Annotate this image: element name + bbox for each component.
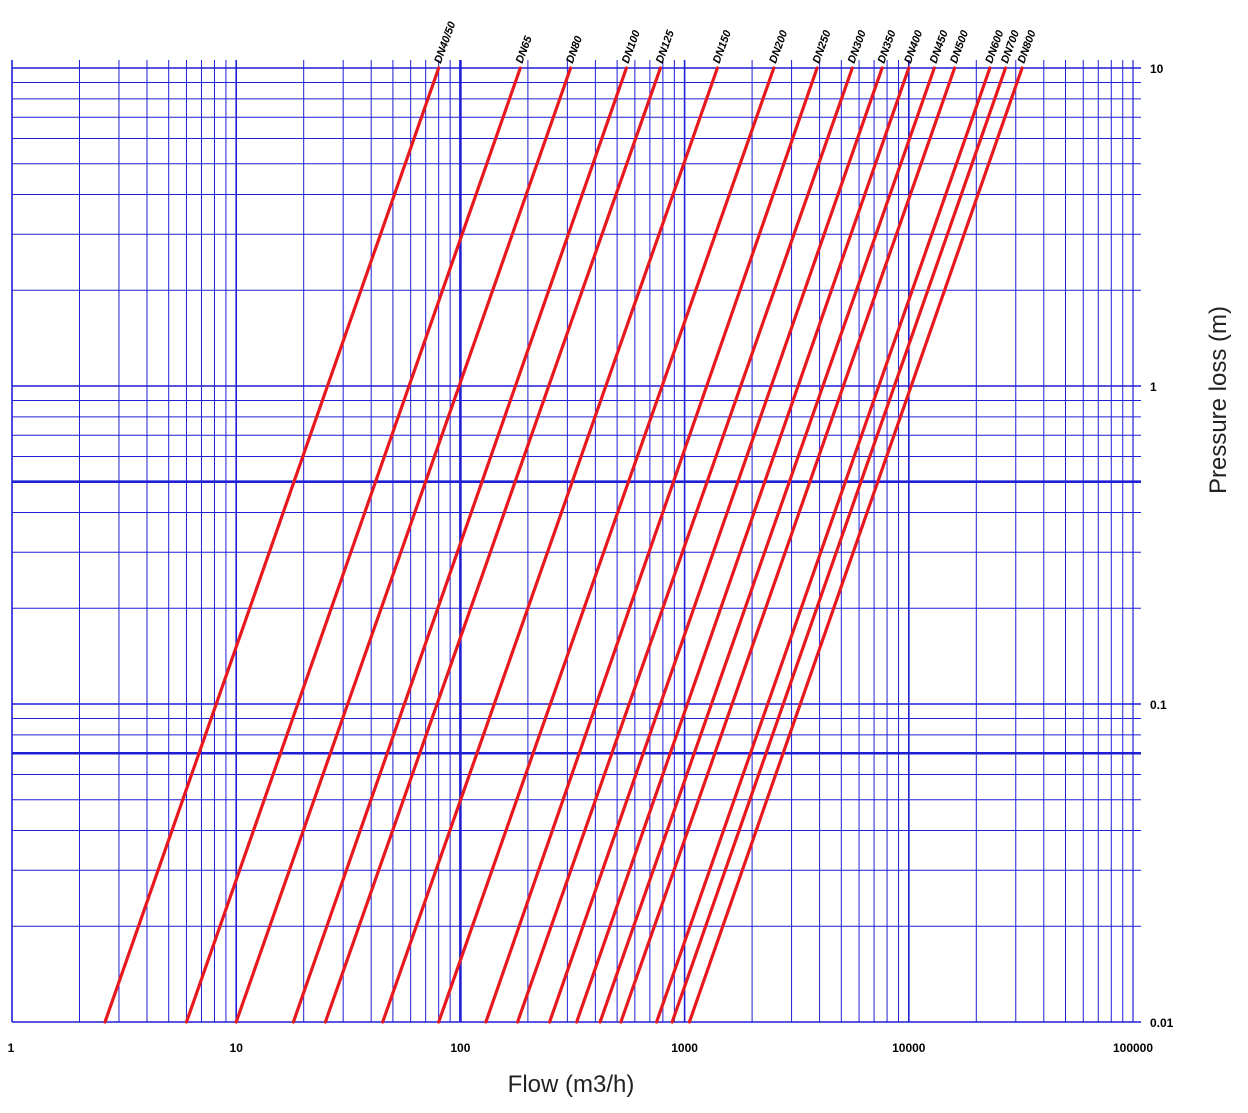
x-tick-label: 1	[8, 1041, 15, 1055]
series-line	[575, 66, 911, 1024]
series-labels: DN40/50 DN65 DN80 DN100 DN125 DN150 DN200 DN250…	[432, 19, 1039, 65]
series-line	[291, 66, 629, 1024]
x-axis-title: Flow (m3/h)	[508, 1071, 635, 1098]
series-label: DN65	[514, 34, 535, 65]
y-tick-labels: 10 1 0.1 0.01	[1150, 62, 1174, 1030]
y-axis-title: Pressure loss (m)	[1205, 306, 1232, 494]
y-tick-label: 1	[1150, 380, 1157, 394]
series-line	[437, 66, 776, 1024]
series-line	[547, 66, 884, 1024]
grid	[11, 60, 1141, 1023]
series-label: DN300	[846, 28, 869, 65]
series-line	[654, 66, 992, 1024]
series-label: DN400	[902, 28, 925, 65]
y-tick-label: 0.1	[1150, 698, 1167, 712]
series-label: DN500	[948, 28, 971, 65]
x-tick-label: 100000	[1113, 1041, 1153, 1055]
x-tick-label: 10	[230, 1041, 244, 1055]
series-line	[670, 66, 1008, 1024]
series-line	[484, 66, 819, 1024]
series-line	[619, 66, 957, 1024]
series-label: DN200	[767, 28, 790, 65]
series-label: DN350	[876, 28, 899, 65]
x-tick-label: 1000	[671, 1041, 698, 1055]
x-tick-label: 100	[450, 1041, 470, 1055]
series-line	[687, 66, 1024, 1024]
series-line	[103, 66, 441, 1024]
series-line	[381, 66, 720, 1024]
series-lines	[103, 66, 1024, 1024]
series-label: DN100	[620, 28, 643, 65]
series-label: DN250	[811, 28, 834, 65]
series-line	[323, 66, 663, 1024]
series-label: DN80	[564, 34, 585, 65]
y-tick-label: 0.01	[1150, 1016, 1174, 1030]
x-tick-labels: 1 10 100 1000 10000 100000	[8, 1041, 1154, 1055]
series-line	[515, 66, 854, 1024]
series-label: DN40/50	[432, 19, 458, 65]
series-label: DN125	[654, 28, 677, 65]
series-line	[184, 66, 522, 1024]
series-label: DN150	[711, 28, 734, 65]
x-tick-label: 10000	[892, 1041, 926, 1055]
series-line	[234, 66, 573, 1024]
y-tick-label: 10	[1150, 62, 1164, 76]
series-line	[598, 66, 936, 1024]
